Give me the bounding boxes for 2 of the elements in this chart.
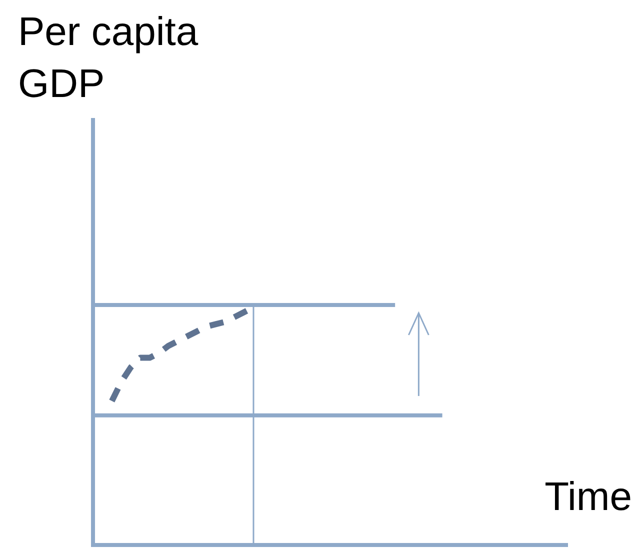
y-axis-title: Per capita GDP	[18, 10, 199, 106]
x-axis-title: Time	[544, 475, 632, 519]
